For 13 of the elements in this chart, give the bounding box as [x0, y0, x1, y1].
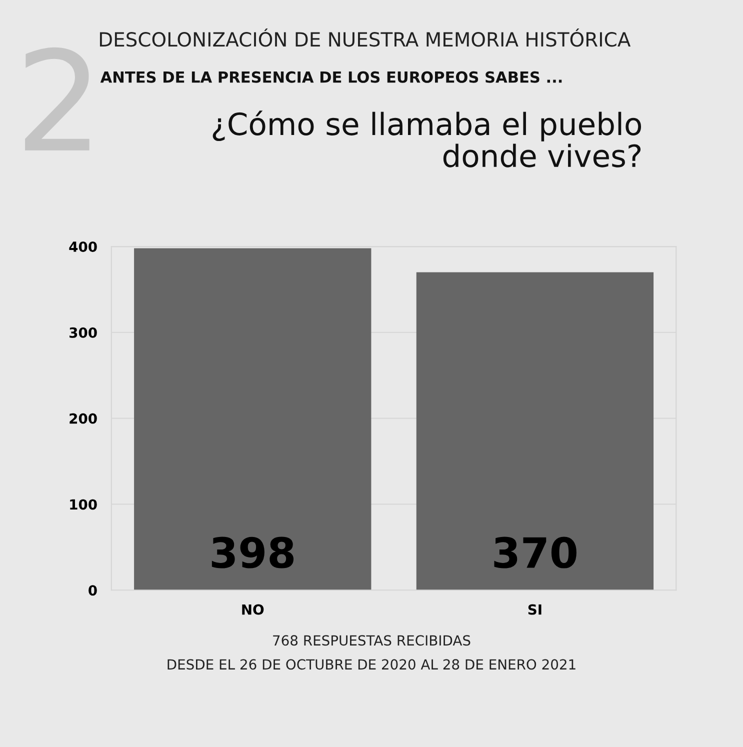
x-tick-label: NO — [242, 604, 264, 615]
y-tick-label: 0 — [88, 585, 97, 596]
y-tick-label: 100 — [70, 499, 97, 510]
data-label: 370 — [494, 536, 576, 568]
x-tick-label: SI — [528, 604, 542, 615]
y-tick-label: 200 — [70, 413, 97, 424]
text: ¿Cómo se llamaba el pueblo donde vives? — [212, 110, 642, 168]
chart-subtitle: ANTES DE LA PRESENCIA DE LOS EUROPEOS SABES ... — [100, 71, 562, 83]
y-tick-label: 400 — [69, 241, 97, 252]
y-tick-label: 300 — [70, 327, 97, 338]
text: 768 RESPUESTAS RECIBIDAS DESDE EL 26 DE OCTUBRE DE 2020 AL 28 DE ENERO 2021 — [168, 635, 576, 670]
chart-title: DESCOLONIZACIÓN DE NUESTRA MEMORIA HISTÓRICA — [100, 28, 631, 47]
data-label: 398 — [212, 536, 294, 568]
